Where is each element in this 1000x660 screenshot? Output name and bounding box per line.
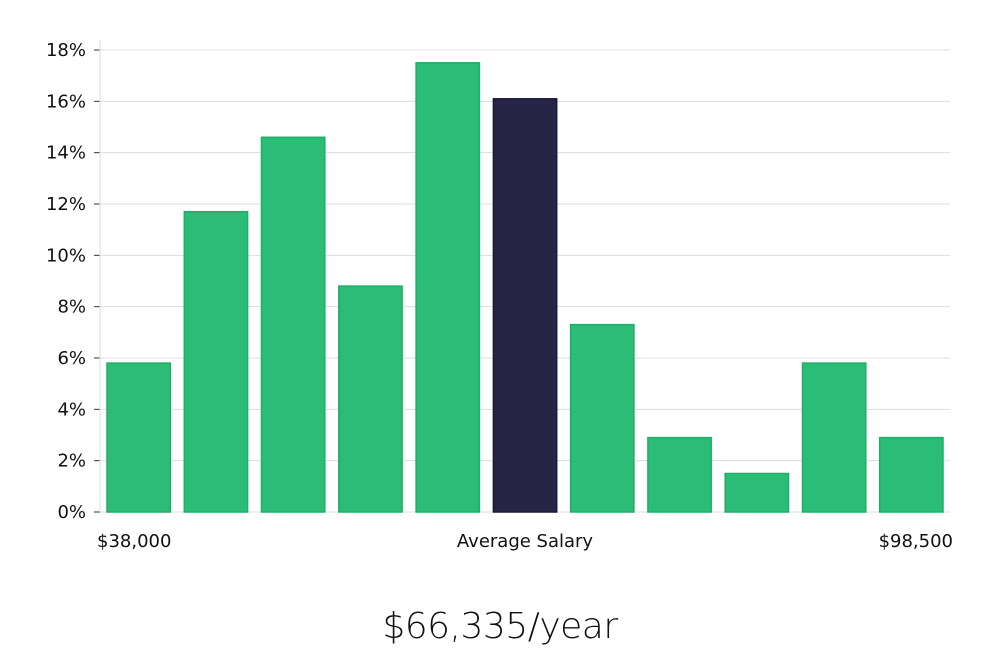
bars bbox=[106, 62, 944, 513]
y-axis-ticks: 0% 2% 4% 6% 8% 10% 12% 14% 16% 18% bbox=[46, 40, 100, 523]
bar bbox=[183, 210, 249, 513]
y-tick-label: 2% bbox=[57, 451, 86, 472]
bar bbox=[724, 472, 790, 513]
bar bbox=[106, 362, 172, 513]
bar bbox=[569, 323, 635, 513]
y-tick-label: 16% bbox=[46, 91, 86, 112]
y-tick-label: 6% bbox=[57, 348, 86, 369]
y-tick-label: 18% bbox=[46, 40, 86, 61]
bar bbox=[415, 62, 481, 513]
average-salary-value: $66,335/year bbox=[382, 606, 618, 647]
y-tick-label: 10% bbox=[46, 245, 86, 266]
x-label-min: $38,000 bbox=[97, 531, 171, 552]
y-tick-label: 8% bbox=[57, 297, 86, 318]
x-label-max: $98,500 bbox=[879, 531, 953, 552]
y-tick-label: 0% bbox=[57, 502, 86, 523]
bar bbox=[647, 436, 712, 513]
salary-histogram: 0% 2% 4% 6% 8% 10% 12% 14% 16% 18% $38,000 Averag… bbox=[46, 40, 953, 552]
bar bbox=[878, 436, 944, 513]
y-tick-label: 4% bbox=[57, 399, 86, 420]
x-label-center: Average Salary bbox=[457, 531, 594, 552]
y-tick-label: 12% bbox=[46, 194, 86, 215]
bar bbox=[338, 285, 403, 513]
y-tick-label: 14% bbox=[46, 143, 86, 164]
bar bbox=[260, 136, 326, 513]
bar-highlight bbox=[492, 98, 558, 513]
bar bbox=[801, 362, 867, 513]
